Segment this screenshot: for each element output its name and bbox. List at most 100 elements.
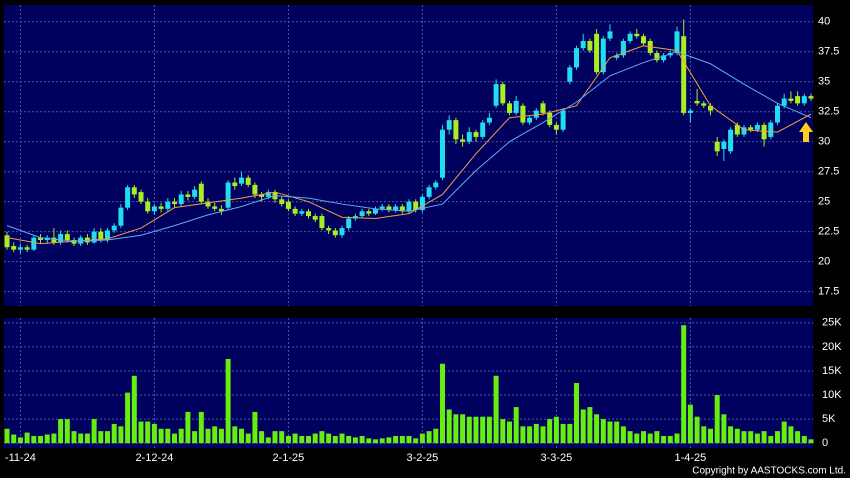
volume-bar [225, 358, 231, 444]
candle-body [580, 40, 586, 49]
volume-bar [145, 421, 151, 444]
candle-body [748, 127, 754, 130]
y-tick-label: 27.5 [818, 166, 839, 178]
volume-bar [165, 428, 171, 444]
candle-body [627, 33, 633, 41]
x-tick-label: 2-1-25 [273, 452, 305, 464]
candle-body [359, 211, 365, 217]
moving-average-line [6, 45, 812, 245]
volume-bar [245, 433, 251, 444]
candle-body [212, 206, 218, 209]
candle-body [607, 31, 613, 39]
candle-body [734, 124, 740, 135]
candle-body [205, 201, 211, 207]
volume-bar [587, 407, 593, 444]
candle-body [332, 230, 338, 236]
candle-body [620, 40, 626, 56]
candle-body [198, 183, 204, 202]
volume-bar [205, 428, 211, 444]
volume-bar [38, 435, 44, 444]
volume-tick-label: 0 [822, 437, 828, 449]
candle-body [419, 196, 425, 211]
volume-bar [493, 375, 499, 444]
candle-body [808, 96, 814, 99]
y-tick-label: 30 [818, 136, 830, 148]
volume-bar [51, 433, 57, 444]
candle-body [326, 228, 332, 231]
candle-body [440, 129, 446, 178]
candle-body [721, 141, 727, 149]
y-tick-label: 20 [818, 256, 830, 268]
volume-bar [567, 423, 573, 444]
volume-bar [91, 419, 97, 444]
candle-body [573, 48, 579, 68]
y-tick-label: 35 [818, 76, 830, 88]
volume-bar [640, 431, 646, 444]
candle-body [399, 206, 405, 212]
volume-bar [580, 409, 586, 444]
candle-body [98, 231, 104, 241]
candle-body [151, 206, 157, 212]
candle-body [600, 38, 606, 73]
candle-body [58, 234, 64, 243]
volume-bar [379, 438, 385, 444]
arrow-icon [799, 122, 813, 142]
volume-bar [131, 375, 137, 444]
candle-body [218, 208, 224, 212]
candle-body [500, 84, 506, 104]
volume-bar [265, 437, 271, 444]
volume-bar [460, 414, 466, 444]
volume-bar [573, 383, 579, 444]
candle-body [279, 199, 285, 205]
candle-body [312, 216, 318, 220]
volume-bar [607, 421, 613, 444]
candle-body [493, 84, 499, 106]
volume-bar [634, 433, 640, 444]
price-panel [4, 5, 813, 306]
candle-body [252, 184, 258, 195]
candle-body [781, 98, 787, 106]
volume-bar [741, 431, 747, 444]
volume-bar [44, 434, 50, 444]
volume-bar [654, 431, 660, 444]
volume-bar [560, 423, 566, 444]
candle-body [31, 237, 37, 250]
candle-body [768, 122, 774, 137]
volume-bar [158, 428, 164, 444]
volume-bar [252, 411, 258, 444]
candle-body [761, 124, 767, 140]
candle-body [4, 235, 10, 248]
volume-bar [11, 434, 17, 444]
volume-bar [326, 433, 332, 444]
candle-body [587, 40, 593, 51]
volume-bar [781, 421, 787, 444]
volume-bar [547, 419, 553, 444]
volume-bar [774, 431, 780, 444]
candle-body [192, 189, 198, 197]
volume-bar [138, 421, 144, 444]
candle-body [71, 240, 77, 244]
volume-bar [473, 416, 479, 444]
candle-body [533, 110, 539, 118]
volume-bar [453, 414, 459, 444]
candle-body [285, 201, 291, 209]
volume-bar [259, 431, 265, 444]
volume-bar [714, 395, 720, 444]
volume-bar [312, 433, 318, 444]
volume-bar [212, 426, 218, 444]
volume-bar [620, 426, 626, 444]
volume-bar [359, 435, 365, 444]
candle-body [560, 110, 566, 130]
volume-bar [352, 437, 358, 444]
y-tick-label: 25 [818, 196, 830, 208]
candle-body [714, 141, 720, 152]
volume-bar [413, 438, 419, 444]
candle-body [687, 110, 693, 113]
volume-bar [506, 421, 512, 444]
volume-bar [366, 438, 372, 444]
volume-tick-label: 25K [822, 317, 842, 329]
volume-bar [272, 431, 278, 444]
candle-body [131, 187, 137, 195]
candle-body [446, 120, 452, 130]
